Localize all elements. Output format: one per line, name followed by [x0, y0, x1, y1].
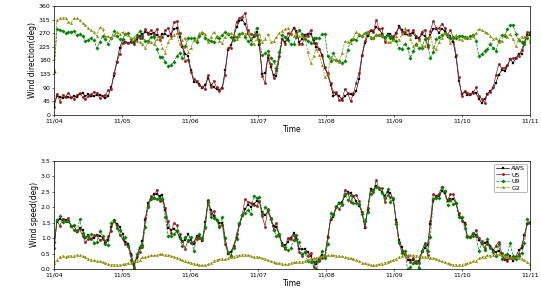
G2 — [136, 258, 143, 261]
U9 — [188, 236, 194, 239]
U5 — [51, 247, 57, 250]
G2 — [190, 262, 197, 266]
U5 — [216, 224, 223, 228]
Legend: AWS, U5, U9, G2: AWS, U5, U9, G2 — [494, 164, 527, 192]
X-axis label: Time: Time — [283, 125, 301, 133]
G2 — [333, 254, 340, 258]
G2 — [325, 253, 331, 257]
AWS — [216, 221, 223, 225]
U5 — [131, 265, 137, 269]
AWS — [436, 195, 442, 198]
AWS — [333, 205, 340, 208]
AWS — [190, 242, 197, 246]
U9 — [373, 185, 379, 188]
Line: U5: U5 — [53, 179, 531, 268]
AWS — [373, 184, 379, 188]
U9 — [322, 256, 328, 260]
G2 — [159, 252, 166, 256]
G2 — [436, 259, 442, 262]
Y-axis label: Wind speed(deg): Wind speed(deg) — [30, 182, 39, 247]
U9 — [136, 245, 143, 249]
U9 — [404, 268, 411, 271]
U5 — [527, 220, 533, 224]
U9 — [51, 240, 57, 244]
AWS — [325, 235, 331, 239]
U9 — [330, 213, 337, 217]
G2 — [51, 261, 57, 265]
U9 — [213, 218, 220, 222]
AWS — [51, 243, 57, 247]
AWS — [527, 222, 533, 225]
Line: AWS: AWS — [53, 185, 531, 266]
U5 — [373, 178, 379, 182]
U5 — [333, 204, 340, 207]
U9 — [436, 197, 442, 200]
AWS — [131, 263, 137, 267]
AWS — [139, 239, 146, 242]
Y-axis label: Wind direction(deg): Wind direction(deg) — [28, 22, 37, 98]
U5 — [325, 235, 331, 239]
X-axis label: Time: Time — [283, 279, 301, 288]
G2 — [527, 263, 533, 266]
Line: U9: U9 — [53, 185, 531, 271]
U9 — [527, 221, 533, 225]
Line: G2: G2 — [53, 253, 531, 266]
U5 — [436, 192, 442, 195]
U5 — [190, 240, 197, 244]
U5 — [139, 245, 146, 248]
G2 — [216, 258, 223, 261]
G2 — [373, 263, 379, 267]
